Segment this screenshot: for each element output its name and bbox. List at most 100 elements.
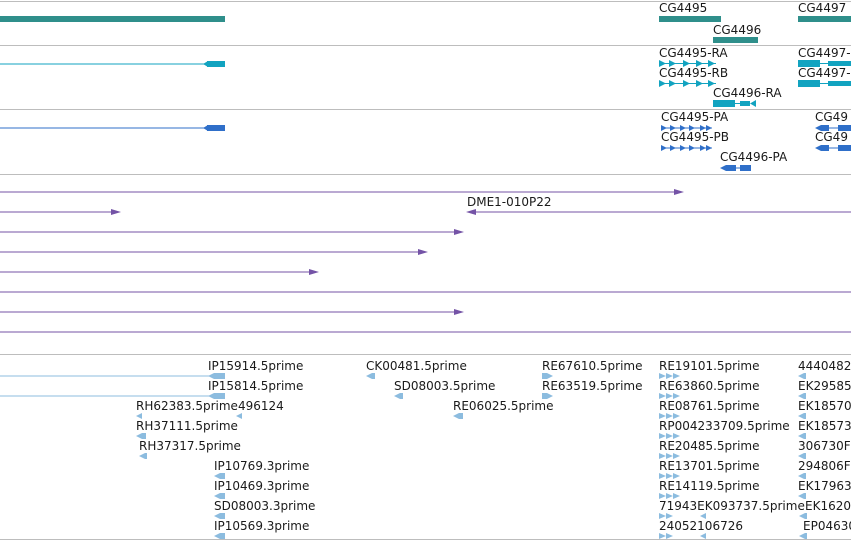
arrow-right-icon xyxy=(674,189,684,195)
est-feature[interactable] xyxy=(136,413,242,419)
gene-label: CG4495 xyxy=(659,1,707,15)
est-label: RE63860.5prime xyxy=(659,379,760,393)
est-feature[interactable] xyxy=(659,533,706,539)
est-feature[interactable] xyxy=(394,393,403,399)
transcript-arrows-icon[interactable] xyxy=(659,60,716,67)
protein-arrows-icon[interactable] xyxy=(720,165,751,171)
clone-label: DME1-010P22 xyxy=(467,195,552,209)
est-label: RE13701.5prime xyxy=(659,459,760,473)
transcript-label: CG4495-RB xyxy=(659,66,728,80)
est-feature[interactable] xyxy=(798,493,806,499)
protein-track: CG4495-PA CG4495-PB CG4496-PA CG49 xyxy=(0,110,851,171)
gene-feature[interactable] xyxy=(713,37,758,43)
arrow-right-icon xyxy=(454,229,464,235)
est-feature[interactable] xyxy=(214,513,225,519)
transcript-label: CG4497- xyxy=(798,66,851,80)
est-feature[interactable] xyxy=(214,493,225,499)
est-label: RH37317.5prime xyxy=(139,439,241,453)
protein-arrows-icon[interactable] xyxy=(661,145,712,151)
est-feature[interactable] xyxy=(798,413,806,419)
est-label: RE08761.5prime xyxy=(659,399,760,413)
est-label: IP10469.3prime xyxy=(214,479,309,493)
est-label: IP15914.5prime xyxy=(208,359,303,373)
est-label: 294806F xyxy=(798,459,851,473)
protein-label: CG49 xyxy=(815,110,848,124)
est-label: RE14119.5prime xyxy=(659,479,760,493)
est-label: EK18573 xyxy=(798,419,851,433)
est-label: IP10769.3prime xyxy=(214,459,309,473)
est-label: CK00481.5prime xyxy=(366,359,467,373)
est-label: IP10569.3prime xyxy=(214,519,309,533)
est-feature[interactable] xyxy=(798,433,806,439)
clone-track: DME1-010P22 xyxy=(0,189,851,333)
est-label: 4440482 xyxy=(798,359,851,373)
est-feature[interactable] xyxy=(659,453,680,459)
protein-exon[interactable] xyxy=(207,125,225,131)
est-feature[interactable] xyxy=(659,413,680,419)
transcript-track: CG4495-RA CG4495-RB CG4496-RA CG4497- C xyxy=(0,46,851,107)
transcript-arrows-icon[interactable] xyxy=(798,80,851,87)
est-feature[interactable] xyxy=(799,533,807,539)
est-feature[interactable] xyxy=(214,533,225,539)
chevron-left-icon xyxy=(203,125,208,131)
est-feature[interactable] xyxy=(208,393,225,399)
est-label: RE63519.5prime xyxy=(542,379,643,393)
est-feature[interactable] xyxy=(798,393,806,399)
transcript-label: CG4496-RA xyxy=(713,86,782,100)
est-label: EK18570 xyxy=(798,399,851,413)
est-feature[interactable] xyxy=(208,373,225,379)
est-track: IP15914.5prime IP15814.5prime RH62383.5p… xyxy=(0,359,851,539)
gene-feature[interactable] xyxy=(798,16,851,22)
gene-feature[interactable] xyxy=(659,16,721,22)
est-label: RE20485.5prime xyxy=(659,439,760,453)
est-feature[interactable] xyxy=(798,453,806,459)
est-feature[interactable] xyxy=(214,473,225,479)
protein-arrows-icon[interactable] xyxy=(815,125,851,131)
est-label: SD08003.5prime xyxy=(394,379,495,393)
est-feature[interactable] xyxy=(659,393,680,399)
transcript-arrows-icon[interactable] xyxy=(659,80,716,87)
est-feature[interactable] xyxy=(659,493,680,499)
est-feature[interactable] xyxy=(799,513,807,519)
est-feature[interactable] xyxy=(136,433,146,439)
transcript-exon[interactable] xyxy=(207,61,225,67)
est-label: RE67610.5prime xyxy=(542,359,643,373)
est-feature[interactable] xyxy=(659,473,680,479)
est-label: EK17963 xyxy=(798,479,851,493)
est-label: EP04630 xyxy=(803,519,851,533)
chevron-left-icon xyxy=(203,61,208,67)
transcript-label: CG4497- xyxy=(798,46,851,60)
arrow-right-icon xyxy=(454,309,464,315)
est-feature[interactable] xyxy=(659,513,706,519)
est-feature[interactable] xyxy=(139,453,147,459)
est-feature[interactable] xyxy=(366,373,375,379)
protein-label: CG4496-PA xyxy=(720,150,788,164)
transcript-arrows-icon[interactable] xyxy=(798,60,851,67)
est-label: EK1620 xyxy=(805,499,851,513)
est-label: 24052106726 xyxy=(659,519,743,533)
est-feature[interactable] xyxy=(659,433,680,439)
est-feature[interactable] xyxy=(659,373,680,379)
est-label: 71943EK093737.5prime xyxy=(659,499,805,513)
est-label: IP15814.5prime xyxy=(208,379,303,393)
est-feature[interactable] xyxy=(798,473,806,479)
est-feature[interactable] xyxy=(798,373,806,379)
gene-feature[interactable] xyxy=(0,16,225,22)
protein-arrows-icon[interactable] xyxy=(815,145,851,151)
est-feature[interactable] xyxy=(542,373,553,379)
protein-arrows-icon[interactable] xyxy=(661,125,712,131)
arrow-right-icon xyxy=(418,249,428,255)
est-label: RH62383.5prime496124 xyxy=(136,399,284,413)
arrow-right-icon xyxy=(309,269,319,275)
est-label: RE19101.5prime xyxy=(659,359,760,373)
gene-label: CG4496 xyxy=(713,23,761,37)
est-feature[interactable] xyxy=(453,413,463,419)
est-label: RP004233709.5prime xyxy=(659,419,790,433)
protein-label: CG4495-PB xyxy=(661,130,729,144)
est-feature[interactable] xyxy=(542,393,553,399)
est-label: RE06025.5prime xyxy=(453,399,554,413)
transcript-arrows-icon[interactable] xyxy=(713,100,756,107)
gene-track: CG4495 CG4496 CG4497 xyxy=(0,1,851,43)
